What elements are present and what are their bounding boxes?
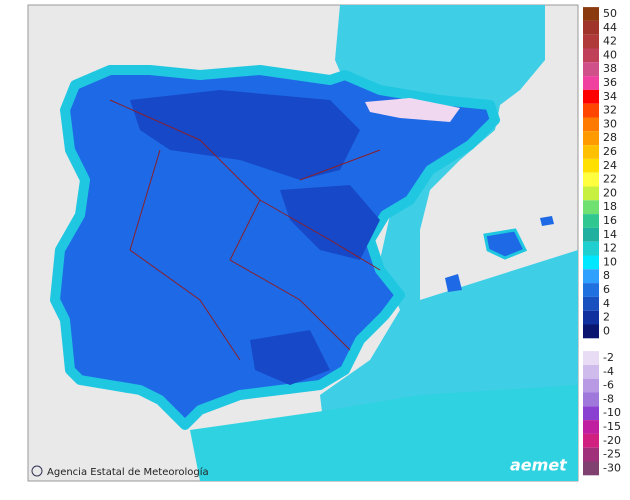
legend-label: -6 — [603, 379, 614, 392]
legend-swatch — [583, 172, 599, 187]
legend-swatch — [583, 103, 599, 118]
legend-label: 12 — [603, 242, 617, 255]
legend-label: 40 — [603, 48, 617, 61]
legend-swatch — [583, 62, 599, 77]
legend-swatch — [583, 117, 599, 132]
island — [540, 216, 554, 226]
legend-swatch — [583, 20, 599, 35]
dark-area — [130, 90, 360, 180]
legend-swatch — [583, 269, 599, 284]
island — [445, 274, 462, 292]
legend-swatch — [583, 433, 599, 448]
borders — [109, 99, 381, 361]
legend-swatch — [583, 158, 599, 173]
credit-text: Agencia Estatal de Meteorología — [47, 466, 209, 478]
credit: Agencia Estatal de Meteorología — [31, 465, 209, 478]
legend-swatch — [583, 420, 599, 434]
map — [50, 5, 578, 481]
legend-label: 0 — [603, 324, 610, 337]
legend-label: 38 — [603, 62, 617, 75]
legend-swatch — [583, 255, 599, 270]
logo: aemet — [510, 456, 568, 475]
legend-label: 8 — [603, 269, 610, 282]
legend-label: 6 — [603, 283, 610, 296]
legend-label: 50 — [603, 7, 617, 20]
legend-swatch — [583, 406, 599, 421]
legend-label: 24 — [603, 159, 617, 172]
legend-label: 4 — [603, 297, 610, 310]
iberia — [50, 65, 500, 430]
legend-swatch — [583, 461, 599, 476]
legend-label: 34 — [603, 90, 617, 103]
legend-label: -8 — [603, 392, 614, 405]
legend-swatch — [583, 283, 599, 297]
legend-label: 26 — [603, 145, 617, 158]
legend-swatch — [583, 296, 599, 311]
legend-swatch — [583, 7, 599, 21]
copyright-icon — [31, 465, 43, 477]
legend-swatch — [583, 186, 599, 201]
dark-area — [280, 185, 380, 260]
legend-swatch — [583, 241, 599, 256]
legend-label: 30 — [603, 117, 617, 130]
legend-swatch — [583, 447, 599, 462]
legend-label: -15 — [603, 420, 621, 433]
legend-label: 18 — [603, 200, 617, 213]
legend-label: 36 — [603, 76, 617, 89]
legend-label: -20 — [603, 434, 621, 447]
legend-swatch — [583, 34, 599, 49]
legend-swatch — [583, 364, 599, 379]
legend-label: 10 — [603, 255, 617, 268]
legend-label: -2 — [603, 351, 614, 364]
africa-field — [190, 385, 578, 481]
legend-label: 42 — [603, 35, 617, 48]
legend-swatch — [583, 76, 599, 90]
legend-label: 20 — [603, 186, 617, 199]
legend-label: 16 — [603, 214, 617, 227]
legend-swatch — [583, 378, 599, 393]
legend-swatch — [583, 310, 599, 325]
legend-swatch — [583, 227, 599, 242]
legend-label: -10 — [603, 406, 621, 419]
legend-label: 44 — [603, 21, 617, 34]
legend-label: -4 — [603, 365, 614, 378]
legend-swatch — [583, 324, 599, 339]
legend-swatch — [583, 200, 599, 215]
legend-label: 14 — [603, 228, 617, 241]
legend-label: 22 — [603, 173, 617, 186]
pyrenees-cold — [365, 98, 460, 122]
legend-label: 28 — [603, 131, 617, 144]
island — [483, 228, 528, 260]
legend-swatch — [583, 392, 599, 407]
dark-area — [250, 330, 330, 385]
legend-label: 2 — [603, 311, 610, 324]
legend-swatch — [583, 131, 599, 146]
legend-label: 32 — [603, 104, 617, 117]
legend-swatch — [583, 351, 599, 365]
legend-label: -30 — [603, 461, 621, 474]
legend: 5044424038363432302826242220181614121086… — [583, 7, 621, 476]
legend-swatch — [583, 48, 599, 63]
legend-swatch — [583, 214, 599, 228]
legend-swatch — [583, 145, 599, 159]
legend-label: -25 — [603, 448, 621, 461]
legend-swatch — [583, 89, 599, 104]
sea-field — [320, 5, 578, 481]
